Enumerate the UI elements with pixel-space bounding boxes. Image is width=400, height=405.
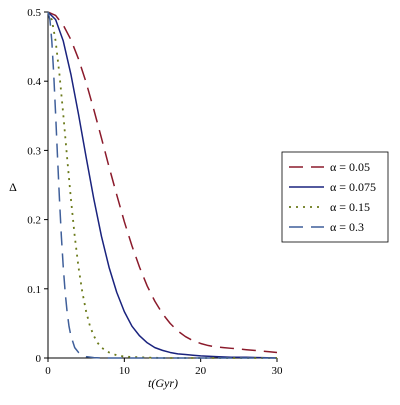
x-tick-label: 0	[45, 365, 51, 377]
y-tick-label: 0	[36, 353, 42, 365]
axes	[47, 12, 277, 359]
legend-label-3: α = 0.15	[330, 200, 370, 214]
y-tick-label: 0.5	[27, 7, 41, 19]
legend-label-1: α = 0.05	[330, 160, 370, 174]
y-tick-label: 0.4	[27, 76, 41, 88]
y-tick-label: 0.3	[27, 145, 41, 157]
legend-label-4: α = 0.3	[330, 220, 364, 234]
axis-ticks: 0 10 20 30 0 0.1 0.2 0.3 0.4 0.5	[27, 7, 283, 377]
series-line-3	[47, 11, 277, 359]
y-tick-label: 0.1	[27, 284, 41, 296]
series-lines	[47, 11, 278, 359]
x-axis-label: t(Gyr)	[148, 376, 178, 390]
y-tick-label: 0.2	[27, 215, 41, 227]
series-line-1	[47, 11, 278, 354]
series-line-2	[47, 11, 278, 359]
x-tick-label: 20	[195, 365, 207, 377]
legend: α = 0.05 α = 0.075 α = 0.15 α = 0.3	[281, 151, 389, 243]
x-tick-label: 10	[119, 365, 131, 377]
x-tick-label: 30	[272, 365, 284, 377]
legend-label-2: α = 0.075	[330, 180, 376, 194]
y-axis-label: Δ	[9, 180, 17, 194]
series-line-4	[47, 11, 277, 359]
